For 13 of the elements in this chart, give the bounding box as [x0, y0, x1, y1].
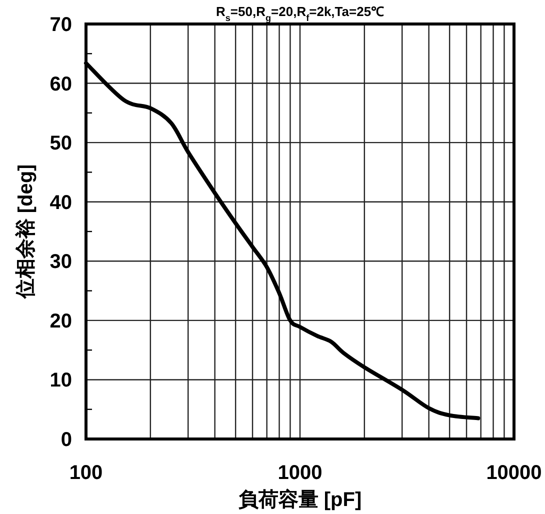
y-tick-label: 40	[50, 192, 72, 214]
y-tick-label: 70	[50, 14, 72, 36]
y-tick-label: 30	[50, 251, 72, 274]
y-tick-label: 20	[50, 310, 72, 332]
y-tick-label: 10	[50, 370, 72, 392]
y-tick-label: 50	[50, 132, 72, 155]
x-tick-label: 10000	[486, 462, 542, 484]
x-tick-label: 100	[69, 462, 103, 484]
y-axis-title: 位相余裕 [deg]	[14, 164, 37, 300]
y-tick-label: 0	[60, 429, 72, 451]
x-tick-label: 1000	[278, 462, 322, 484]
x-axis-title: 負荷容量 [pF]	[238, 488, 362, 511]
y-tick-label: 60	[50, 73, 72, 96]
